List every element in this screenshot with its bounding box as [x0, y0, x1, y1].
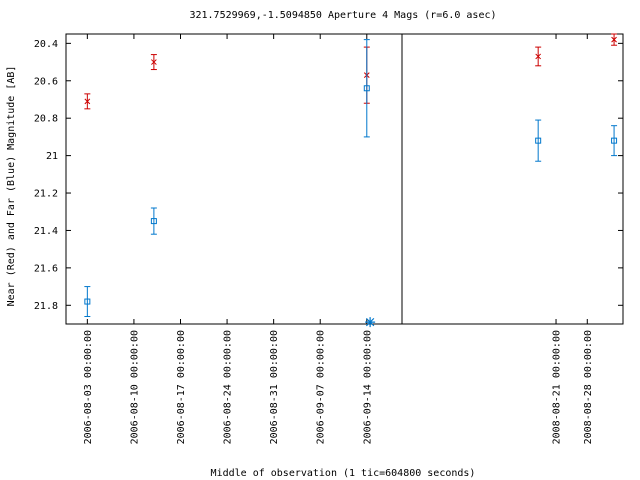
x-tick-label: 2006-08-10 00:00:00	[129, 330, 140, 444]
y-tick-label: 21.2	[34, 189, 58, 200]
y-tick-label: 20.8	[34, 114, 58, 125]
y-axis-label: Near (Red) and Far (Blue) Magnitude [AB]	[6, 66, 17, 307]
x-tick-label: 2008-08-21 00:00:00	[552, 330, 563, 444]
data-point-near	[151, 59, 157, 65]
x-tick-label: 2006-08-03 00:00:00	[83, 330, 94, 444]
data-point-far	[363, 85, 370, 92]
x-tick-label: 2006-08-17 00:00:00	[176, 330, 187, 444]
y-tick-label: 21	[46, 151, 58, 162]
data-point-near	[84, 98, 91, 105]
x-tick-label: 2006-08-31 00:00:00	[269, 330, 280, 444]
x-tick-label: 2006-08-24 00:00:00	[223, 330, 234, 444]
x-tick-label: 2006-09-07 00:00:00	[316, 330, 327, 444]
plot-area: 20.4 20.6 20.8 21 21.2 21.4 21.6 21.8 2006-08-03…	[34, 33, 624, 444]
y-tick-label: 21.6	[34, 263, 58, 274]
y-tick-label: 21.8	[34, 301, 58, 312]
x-axis-label: Middle of observation (1 tic=604800 seco…	[211, 468, 476, 479]
data-point-near	[611, 36, 617, 43]
x-tick-label: 2006-09-14 00:00:00	[362, 330, 373, 444]
y-tick-label: 20.6	[34, 76, 58, 87]
y-tick-label: 20.4	[34, 39, 58, 50]
limit-marker	[365, 317, 376, 328]
y-tick-label: 21.4	[34, 226, 58, 237]
chart-title: 321.7529969,-1.5094850 Aperture 4 Mags (…	[189, 10, 496, 21]
data-point-far	[611, 137, 618, 144]
data-point-near	[535, 53, 542, 60]
data-point-far	[150, 218, 157, 225]
data-point-far	[535, 137, 542, 144]
plot-frame	[65, 33, 624, 325]
data-point-far	[84, 298, 91, 305]
x-tick-label: 2008-08-28 00:00:00	[583, 330, 594, 444]
